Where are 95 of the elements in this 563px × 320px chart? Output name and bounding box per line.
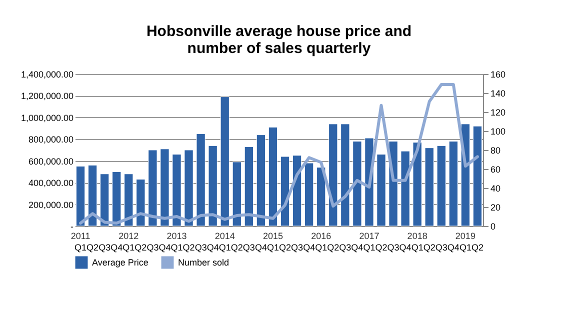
x-tick-label: Q3 [98, 242, 111, 252]
x-tick-label: Q4 [110, 242, 123, 252]
x-tick-label: Q4 [399, 242, 412, 252]
text: 2013 [166, 231, 187, 241]
y-tick-label: 200,000.00 [28, 200, 74, 210]
x-tick-label: Q1 [170, 242, 183, 252]
bar [112, 171, 122, 226]
x-tick-label: Q3 [146, 242, 159, 252]
bar [124, 174, 134, 226]
bar [412, 142, 422, 226]
bar [448, 141, 458, 226]
x-tick-label: Q3 [242, 242, 255, 252]
y2-tick-label: 80 [490, 146, 501, 156]
x-tick-label: Q4 [206, 242, 219, 252]
y2-tick-label: 20 [490, 202, 501, 212]
x-tick-label: Q4 [254, 242, 267, 252]
y-tick-label: 400,000.00 [28, 178, 74, 188]
bar [292, 155, 302, 226]
x-tick-label: Q2 [423, 242, 436, 252]
text: 2018 [407, 231, 428, 241]
bar [316, 167, 326, 226]
x-tick-label: Q3 [387, 242, 400, 252]
x-tick-label: Q1 [218, 242, 231, 252]
x-tick-label: Q2 [230, 242, 243, 252]
x-tick-label: Q3 [339, 242, 352, 252]
bar [280, 156, 290, 226]
bar [376, 154, 386, 226]
y-tick-label: 1,400,000.00 [20, 70, 74, 80]
legend-label: Number sold [178, 258, 230, 268]
bar [268, 126, 278, 226]
y2-tick-label: 0 [490, 222, 496, 232]
x-tick-label: Q1 [459, 242, 472, 252]
bar [340, 124, 350, 226]
bar [328, 124, 338, 226]
y2-tick-label: 100 [490, 126, 506, 136]
line-series [79, 82, 479, 225]
y-tick-label: 800,000.00 [28, 134, 74, 145]
y2-tick-label: 60 [490, 164, 501, 174]
bar [208, 145, 218, 226]
x-tick-label: Q4 [158, 242, 171, 252]
x-tick-label: Q2 [471, 242, 484, 252]
x-tick-label: Q1 [266, 242, 279, 252]
bar [148, 150, 158, 226]
bar [256, 134, 266, 226]
bar [160, 148, 170, 226]
y2-tick-label: 120 [490, 108, 506, 118]
x-tick-label: Q1 [363, 242, 376, 252]
x-tick-label: Q2 [375, 242, 388, 252]
y2-tick-label: 40 [490, 184, 501, 194]
text: 2015 [262, 231, 283, 241]
text: 2014 [214, 231, 235, 241]
text: 2017 [359, 231, 380, 241]
y-tick-label: - [70, 222, 74, 232]
x-tick-label: Q2 [134, 242, 147, 252]
bar [304, 162, 314, 226]
bar [400, 150, 410, 226]
text: 2016 [311, 231, 332, 241]
bar [136, 179, 146, 226]
bar [100, 174, 110, 226]
y2-tick-label: 140 [490, 88, 506, 98]
bar [220, 96, 230, 226]
y2-tick-label: 160 [490, 70, 506, 80]
x-tick-label: Q1 [74, 242, 87, 252]
x-tick-label: Q3 [291, 242, 304, 252]
bar [88, 164, 98, 226]
bar [76, 166, 86, 226]
bar [424, 148, 434, 226]
x-tick-label: Q3 [435, 242, 448, 252]
x-tick-label: Q2 [279, 242, 292, 252]
bar [196, 133, 206, 226]
bar [172, 154, 182, 226]
chart-title: Hobsonville average house price and number of sales quarterly [146, 23, 412, 57]
x-tick-label: Q2 [182, 242, 195, 252]
y-tick-label: 1,000,000.00 [20, 112, 74, 123]
y-tick-label: 600,000.00 [28, 156, 74, 166]
x-tick-label: Q4 [351, 242, 364, 252]
text: 2011 [70, 231, 90, 241]
x-tick-label: Q4 [303, 242, 316, 252]
legend-label: Average Price [92, 258, 148, 268]
x-tick-label: Q1 [411, 242, 424, 252]
text: 2012 [118, 231, 139, 241]
bar [352, 141, 362, 226]
x-tick-label: Q2 [327, 242, 340, 252]
bar [244, 146, 254, 226]
x-tick-label: Q1 [122, 242, 135, 252]
y-tick-label: 1,200,000.00 [20, 91, 74, 102]
x-tick-label: Q2 [86, 242, 99, 252]
x-tick-label: Q3 [194, 242, 207, 252]
bar [472, 126, 482, 226]
x-tick-label: Q4 [447, 242, 460, 252]
bar [184, 150, 194, 226]
bar [436, 145, 446, 226]
text: 2019 [455, 231, 476, 241]
x-tick-label: Q1 [315, 242, 328, 252]
bar [232, 162, 242, 226]
